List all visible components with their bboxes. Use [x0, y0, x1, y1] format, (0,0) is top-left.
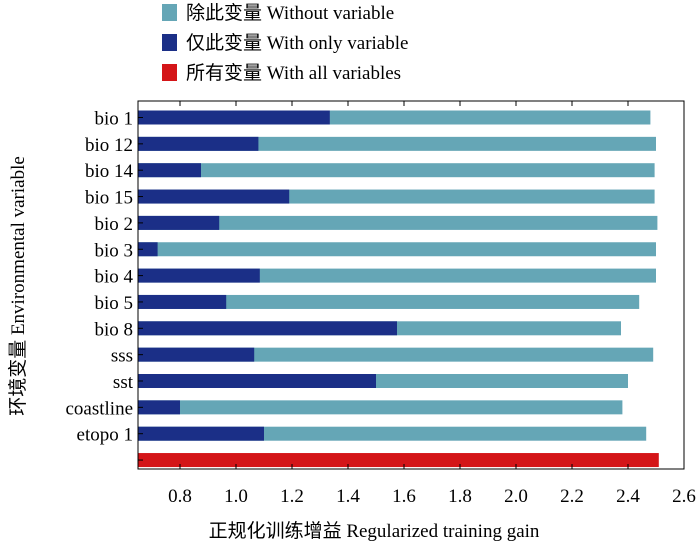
bar-without-1 [138, 136, 656, 151]
bar-without-4 [138, 215, 658, 230]
bar-only-10 [138, 374, 376, 388]
bar-without-6 [138, 268, 656, 283]
x-tick-label-9: 2.6 [672, 486, 696, 507]
y-tick-label-4: bio 2 [94, 214, 133, 235]
y-tick-label-5: bio 3 [94, 240, 133, 261]
plot-frame [137, 100, 685, 470]
bar-only-2 [138, 163, 201, 178]
legend-label-0: 除此变量 Without variable [186, 2, 394, 24]
bar-only-3 [138, 189, 290, 204]
bars [138, 110, 659, 468]
x-axis-label: 正规化训练增益 Regularized training gain [209, 520, 540, 542]
x-tick-label-8: 2.4 [616, 486, 640, 507]
y-tick-label-12: etopo 1 [77, 425, 133, 446]
legend: 除此变量 Without variable 仅此变量 With only vari… [162, 2, 408, 84]
legend-swatch-0 [162, 4, 177, 21]
x-tick-label-1: 1.0 [224, 486, 248, 507]
x-tick-label-4: 1.6 [392, 486, 416, 507]
y-tick-label-7: bio 5 [94, 293, 133, 314]
y-axis-label: 环境变量 Environmental variable [7, 156, 29, 416]
bar-only-11 [138, 400, 180, 415]
bar-only-12 [138, 426, 264, 441]
bar-without-12 [138, 426, 647, 441]
y-axis-ticks: bio 1 bio 12 bio 14 bio 15 bio 2 bio 3 bio 4 bi… [65, 109, 143, 461]
bar-only-9 [138, 347, 255, 362]
x-axis-ticks: 0.8 1.0 1.2 1.4 1.6 1.8 2.0 2.2 2.4 2.6 [168, 101, 696, 507]
bar-without-7 [138, 294, 640, 309]
bar-only-4 [138, 215, 220, 230]
x-tick-label-0: 0.8 [168, 486, 192, 507]
y-tick-label-2: bio 14 [85, 161, 134, 182]
legend-label-2: 所有变量 With all variables [186, 62, 401, 84]
bar-only-0 [138, 110, 330, 125]
bar-without-2 [138, 163, 655, 178]
y-tick-label-8: bio 8 [94, 319, 133, 340]
bar-without-11 [138, 400, 623, 415]
x-tick-label-6: 2.0 [504, 486, 528, 507]
x-tick-label-7: 2.2 [560, 486, 584, 507]
y-tick-label-3: bio 15 [85, 188, 133, 209]
x-tick-label-2: 1.2 [280, 486, 304, 507]
y-tick-label-11: coastline [65, 398, 133, 419]
legend-label-1: 仅此变量 With only variable [186, 32, 408, 54]
bar-without-9 [138, 347, 654, 362]
bar-only-6 [138, 268, 260, 283]
y-tick-label-1: bio 12 [85, 135, 133, 156]
x-tick-label-5: 1.8 [448, 486, 472, 507]
y-tick-label-0: bio 1 [94, 109, 133, 130]
legend-swatch-1 [162, 34, 177, 51]
bar-only-1 [138, 136, 259, 151]
bar-only-5 [138, 242, 158, 257]
y-tick-label-6: bio 4 [94, 267, 133, 288]
bar-only-8 [138, 321, 397, 336]
bar-all-variables [138, 453, 659, 468]
y-tick-label-9: sss [111, 346, 133, 367]
legend-swatch-2 [162, 64, 177, 81]
bar-without-5 [138, 242, 656, 257]
y-tick-label-10: sst [113, 372, 134, 393]
x-tick-label-3: 1.4 [336, 486, 360, 507]
bar-only-7 [138, 294, 227, 309]
